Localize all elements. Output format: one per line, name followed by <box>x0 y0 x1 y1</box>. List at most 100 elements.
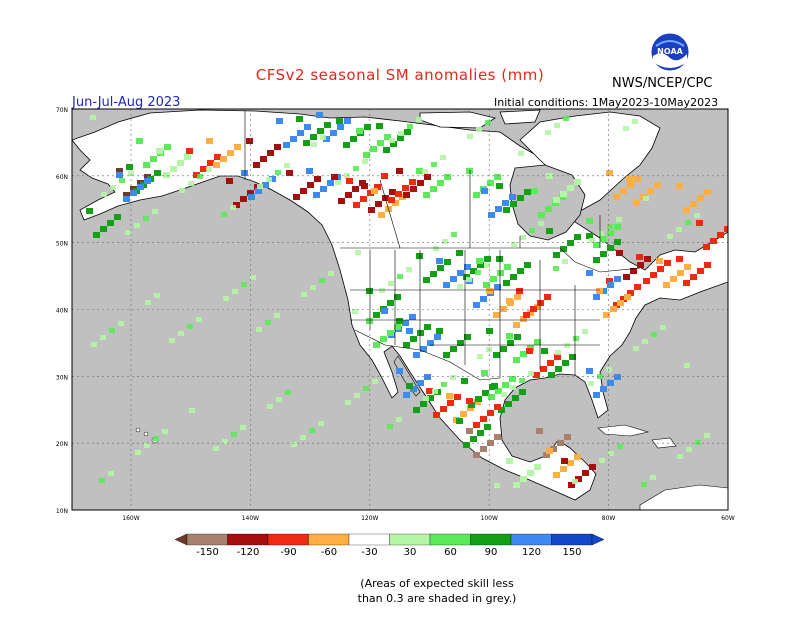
anomaly-cell <box>608 451 614 456</box>
anomaly-cell <box>501 392 507 397</box>
anomaly-cell <box>690 201 697 207</box>
anomaly-cell <box>586 270 593 276</box>
anomaly-cell <box>480 296 487 302</box>
anomaly-cell <box>319 278 325 283</box>
hispaniola <box>651 437 677 449</box>
anomaly-cell <box>286 170 293 176</box>
anomaly-cell <box>163 172 170 178</box>
anomaly-cell <box>643 196 649 201</box>
anomaly-cell <box>607 224 613 229</box>
anomaly-cell <box>352 186 359 192</box>
anomaly-cell <box>207 160 214 166</box>
anomaly-cell <box>276 397 282 402</box>
anomaly-cell <box>481 188 488 194</box>
anomaly-cell <box>627 182 634 188</box>
anomaly-cell <box>517 195 524 201</box>
anomaly-cell <box>213 446 219 451</box>
anomaly-cell <box>441 382 447 387</box>
anomaly-cell <box>144 178 151 184</box>
anomaly-cell <box>494 483 500 488</box>
anomaly-cell <box>206 138 213 144</box>
anomaly-cell <box>336 118 343 124</box>
anomaly-cell <box>311 142 317 147</box>
anomaly-cells <box>86 112 728 488</box>
anomaly-cell <box>504 264 511 270</box>
anomaly-cell <box>125 230 131 235</box>
lon-label: 160W <box>122 515 139 522</box>
us-mexico-border <box>354 329 501 381</box>
anomaly-cell <box>345 192 352 198</box>
anomaly-cell <box>363 152 370 158</box>
anomaly-cell <box>531 188 538 194</box>
anomaly-cell <box>703 244 710 250</box>
anomaly-cell <box>607 380 614 386</box>
legend-swatch <box>308 533 350 546</box>
anomaly-cell <box>392 200 399 206</box>
lon-label: 60W <box>721 515 735 522</box>
logo-text: NOAA <box>657 47 683 56</box>
anomaly-cell <box>540 366 547 372</box>
province-lines <box>379 170 601 249</box>
anomaly-cell <box>641 482 647 487</box>
anomaly-cell <box>450 375 456 380</box>
anomaly-cell <box>257 184 263 189</box>
anomaly-cell <box>617 300 624 306</box>
anomaly-cell <box>650 475 656 480</box>
anomaly-cell <box>330 130 337 136</box>
anomaly-cell <box>114 214 121 220</box>
legend-tick-label: -120 <box>237 547 260 558</box>
anomaly-cell <box>613 194 620 200</box>
lat-label: 30N <box>56 374 68 381</box>
anomaly-cell <box>387 424 393 429</box>
anomaly-cell <box>265 320 271 325</box>
anomaly-cell <box>568 482 575 488</box>
anomaly-cell <box>417 380 424 386</box>
noaa-logo: NOAA <box>650 32 690 72</box>
anomaly-cell <box>633 200 640 206</box>
anomaly-cell <box>196 317 202 322</box>
anomaly-cell <box>394 324 401 330</box>
anomaly-cell <box>599 458 605 463</box>
anomaly-cell <box>623 274 630 280</box>
anomaly-cell <box>480 446 487 452</box>
anomaly-cell <box>241 170 248 176</box>
anomaly-cell <box>562 259 568 264</box>
anomaly-cell <box>324 122 331 128</box>
anomaly-cell <box>695 440 701 445</box>
anomaly-cell <box>416 117 422 122</box>
anomaly-cell <box>553 472 560 478</box>
anomaly-cell <box>240 196 247 202</box>
anomaly-cell <box>434 334 441 340</box>
anomaly-cell <box>290 136 297 142</box>
anomaly-cell <box>388 281 394 286</box>
anomaly-cell <box>390 141 397 147</box>
anomaly-cell <box>574 179 581 185</box>
anomaly-cell <box>152 209 158 214</box>
lon-label: 80W <box>602 515 616 522</box>
anomaly-cell <box>491 383 498 389</box>
anomaly-cell <box>495 206 502 212</box>
anomaly-cell <box>306 168 313 174</box>
anomaly-cell <box>99 478 105 483</box>
graticule <box>72 109 728 510</box>
anomaly-cell <box>430 271 437 277</box>
anomaly-cell <box>406 328 413 334</box>
anomaly-cell <box>314 176 321 182</box>
anomaly-cell <box>300 188 307 194</box>
anomaly-cell <box>461 378 468 384</box>
anomaly-cell <box>575 476 582 482</box>
anomaly-cell <box>296 116 303 122</box>
anomaly-cell <box>600 386 607 392</box>
anomaly-cell <box>704 262 711 268</box>
anomaly-cell <box>436 328 443 334</box>
anomaly-cell <box>494 434 501 440</box>
anomaly-cell <box>466 277 472 282</box>
anomaly-cell <box>490 276 497 282</box>
anomaly-cell <box>524 262 531 268</box>
anomaly-cell <box>466 428 473 434</box>
anomaly-cell <box>697 195 704 201</box>
anomaly-cell <box>364 124 371 130</box>
anomaly-cell <box>503 207 510 213</box>
anomaly-cell <box>470 268 477 274</box>
anomaly-cell <box>101 192 107 197</box>
